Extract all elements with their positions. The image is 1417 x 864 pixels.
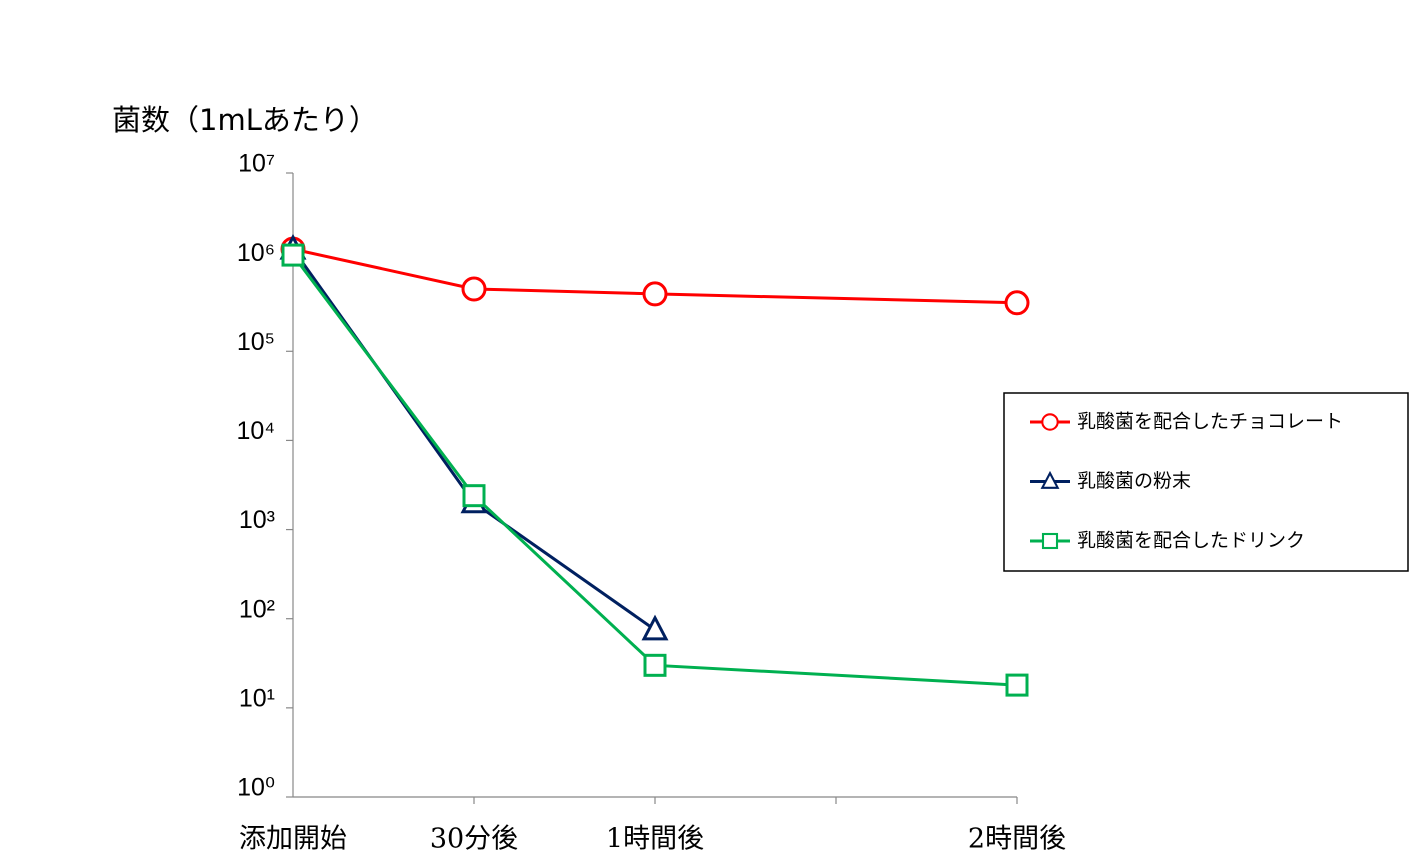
y-tick-label: 10⁵	[237, 328, 275, 356]
series-line	[292, 247, 1018, 305]
x-tick-label: 添加開始	[239, 824, 347, 855]
y-tick-label: 10²	[239, 595, 275, 623]
data-point	[1005, 673, 1029, 697]
data-point	[1004, 290, 1030, 316]
x-tick-label: 2時間後	[968, 824, 1066, 855]
series-line	[291, 254, 1018, 687]
y-tick-label: 10⁶	[237, 239, 275, 267]
data-point	[642, 281, 668, 307]
series-line	[291, 248, 656, 632]
y-tick-label: 10⁷	[238, 150, 275, 178]
legend-box	[1003, 392, 1409, 572]
y-tick-label: 10¹	[239, 684, 275, 712]
x-tick-label: 30分後	[430, 824, 518, 855]
legend-marker	[1041, 532, 1059, 550]
y-axis-title: 菌数（1mLあたり）	[112, 103, 378, 137]
data-point	[281, 243, 305, 267]
x-tick-label: 1時間後	[606, 824, 704, 855]
y-tick-label: 10⁰	[237, 774, 275, 802]
data-point	[643, 653, 667, 677]
data-point	[461, 276, 487, 302]
y-tick-label: 10⁴	[236, 417, 275, 445]
legend-label: 乳酸菌の粉末	[1077, 470, 1191, 492]
legend-marker	[1041, 413, 1059, 431]
legend-label: 乳酸菌を配合したチョコレート	[1077, 411, 1343, 433]
data-point	[462, 484, 486, 508]
legend-marker	[1040, 470, 1060, 489]
data-point	[641, 614, 669, 641]
legend-label: 乳酸菌を配合したドリンク	[1077, 530, 1305, 552]
y-tick-label: 10³	[239, 506, 275, 534]
